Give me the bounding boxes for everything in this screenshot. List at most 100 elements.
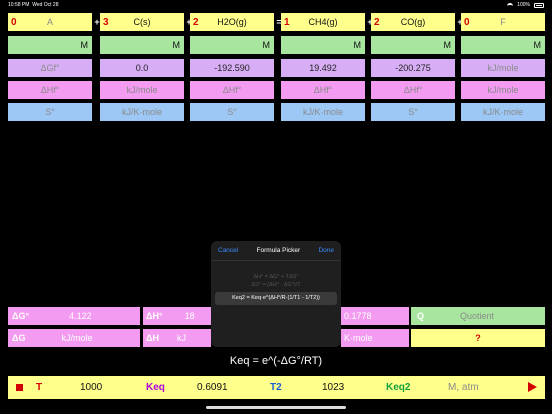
picker-toolbar: Cancel Formula Picker Done: [211, 241, 341, 261]
dg-label: ΔG: [12, 333, 26, 343]
picker-spacer: [211, 261, 341, 273]
dh0-cell[interactable]: ΔH° 18: [143, 307, 211, 325]
operator-plus: +: [94, 17, 100, 27]
t2-value[interactable]: 1023: [322, 382, 345, 393]
status-time: 10:58 PM Wed Oct 28: [8, 2, 59, 8]
dh0-label: ΔH°: [146, 311, 163, 321]
s-cell-6[interactable]: kJ/K·mole: [461, 103, 545, 121]
play-icon[interactable]: [528, 382, 537, 392]
keq-value[interactable]: 0.6091: [197, 382, 228, 393]
dhf-cell-2[interactable]: kJ/mole: [100, 81, 184, 99]
dh-cell[interactable]: ΔH kJ: [143, 329, 211, 347]
battery-icon: [534, 2, 544, 8]
coefficient[interactable]: 3: [103, 16, 109, 28]
gibbs-formation-row: ΔGf° 0.0 -192.590 19.492 -200.275 kJ/mol…: [8, 59, 545, 77]
molarity-row: M M M M M M: [8, 36, 545, 54]
dhf-cell-1[interactable]: ΔHf°: [8, 81, 92, 99]
t2-label: T2: [270, 382, 282, 393]
t-value[interactable]: 1000: [80, 382, 103, 393]
q-value: Quotient: [460, 311, 495, 321]
picker-title: Formula Picker: [256, 247, 301, 254]
battery-percent: 100%: [517, 2, 530, 8]
species-cell-6[interactable]: 0 F: [461, 13, 545, 31]
dh-value: kJ: [176, 333, 186, 343]
home-indicator: [206, 406, 346, 409]
species-name[interactable]: CH4(g): [308, 17, 338, 27]
s-cell-2[interactable]: kJ/K·mole: [100, 103, 184, 121]
bottom-input-bar: T 1000 Keq 0.6091 T2 1023 Keq2 M, atm: [8, 376, 545, 399]
dg0-label: ΔG°: [12, 311, 30, 321]
species-name[interactable]: H2O(g): [217, 17, 247, 27]
dg-value: kJ/mole: [61, 333, 93, 343]
operator-plus: +: [457, 17, 463, 27]
nonstandard-results-row: ΔG kJ/mole ΔH kJ K·mole ?: [8, 329, 545, 347]
species-cell-1[interactable]: 0 A: [8, 13, 92, 31]
entropy-row: S° kJ/K·mole S° kJ/K·mole S° kJ/K·mole: [8, 103, 545, 121]
s-cell-5[interactable]: S°: [371, 103, 455, 121]
species-row: 0 A + 3 C(s) + 2 H2O(g) = 1 CH4(g) + 2 C…: [8, 13, 545, 31]
t-label: T: [36, 382, 43, 393]
species-cell-3[interactable]: 2 H2O(g): [190, 13, 274, 31]
picker-item[interactable]: ΔS° = (ΔH° - ΔG°)/T: [251, 282, 301, 288]
dhf-cell-4[interactable]: ΔHf°: [281, 81, 365, 99]
coefficient[interactable]: 2: [193, 16, 199, 28]
dg0-value: 4.122: [69, 311, 92, 321]
dgf-cell-6[interactable]: kJ/mole: [461, 59, 545, 77]
done-button[interactable]: Done: [318, 247, 334, 254]
species-cell-2[interactable]: 3 C(s): [100, 13, 184, 31]
molarity-cell-4[interactable]: M: [281, 36, 365, 54]
stop-icon[interactable]: [16, 384, 23, 391]
standard-results-row: ΔG° 4.122 ΔH° 18 0.1778 Q Quotient: [8, 307, 545, 325]
molarity-cell-5[interactable]: M: [371, 36, 455, 54]
dgf-cell-2[interactable]: 0.0: [100, 59, 184, 77]
formula-display: Keq = e^(-ΔG°/RT): [229, 355, 323, 367]
k-cell[interactable]: 0.1778: [341, 307, 409, 325]
coefficient[interactable]: 2: [374, 16, 380, 28]
keq-label: Keq: [146, 382, 165, 393]
k-value: 0.1778: [344, 311, 372, 321]
dgf-cell-5[interactable]: -200.275: [371, 59, 455, 77]
species-cell-5[interactable]: 2 CO(g): [371, 13, 455, 31]
wifi-icon: [507, 3, 514, 7]
s-cell-3[interactable]: S°: [190, 103, 274, 121]
q-result-cell[interactable]: ?: [411, 329, 545, 347]
dg0-cell[interactable]: ΔG° 4.122: [8, 307, 140, 325]
species-name[interactable]: CO(g): [400, 17, 426, 27]
dgf-cell-1[interactable]: ΔGf°: [8, 59, 92, 77]
formula-picker: Cancel Formula Picker Done ΔH° = ΔG° + T…: [211, 241, 341, 347]
k-unit-cell[interactable]: K·mole: [341, 329, 409, 347]
species-name[interactable]: C(s): [133, 17, 151, 27]
coefficient[interactable]: 1: [284, 16, 290, 28]
q-cell[interactable]: Q Quotient: [411, 307, 545, 325]
dhf-cell-5[interactable]: ΔHf°: [371, 81, 455, 99]
cancel-button[interactable]: Cancel: [218, 247, 239, 254]
molarity-cell-2[interactable]: M: [100, 36, 184, 54]
molarity-cell-6[interactable]: M: [461, 36, 545, 54]
s-cell-1[interactable]: S°: [8, 103, 92, 121]
status-right: 100%: [507, 2, 544, 8]
dgf-cell-4[interactable]: 19.492: [281, 59, 365, 77]
operator-plus: +: [186, 17, 192, 27]
operator-plus: +: [367, 17, 373, 27]
k-unit: K·mole: [344, 333, 373, 343]
dh-label: ΔH: [146, 333, 159, 343]
dhf-cell-3[interactable]: ΔHf°: [190, 81, 274, 99]
keq2-value[interactable]: M, atm: [448, 382, 479, 393]
picker-item[interactable]: ΔH° = ΔG° + TΔS°: [253, 274, 299, 280]
coefficient[interactable]: 0: [464, 16, 470, 28]
s-cell-4[interactable]: kJ/K·mole: [281, 103, 365, 121]
keq2-label: Keq2: [386, 382, 411, 393]
species-name[interactable]: F: [500, 17, 506, 27]
dhf-cell-6[interactable]: kJ/mole: [461, 81, 545, 99]
molarity-cell-3[interactable]: M: [190, 36, 274, 54]
dg-cell[interactable]: ΔG kJ/mole: [8, 329, 140, 347]
picker-item-selected[interactable]: Keq2 = Keq·e^(ΔH°/R·(1/T1 - 1/T2)): [215, 292, 337, 305]
species-name[interactable]: A: [46, 17, 53, 27]
species-cell-4[interactable]: 1 CH4(g): [281, 13, 365, 31]
enthalpy-formation-row: ΔHf° kJ/mole ΔHf° ΔHf° ΔHf° kJ/mole: [8, 81, 545, 99]
dgf-cell-3[interactable]: -192.590: [190, 59, 274, 77]
coefficient[interactable]: 0: [11, 16, 17, 28]
q-label: Q: [417, 311, 425, 321]
molarity-cell-1[interactable]: M: [8, 36, 92, 54]
q-result-value: ?: [475, 333, 481, 343]
